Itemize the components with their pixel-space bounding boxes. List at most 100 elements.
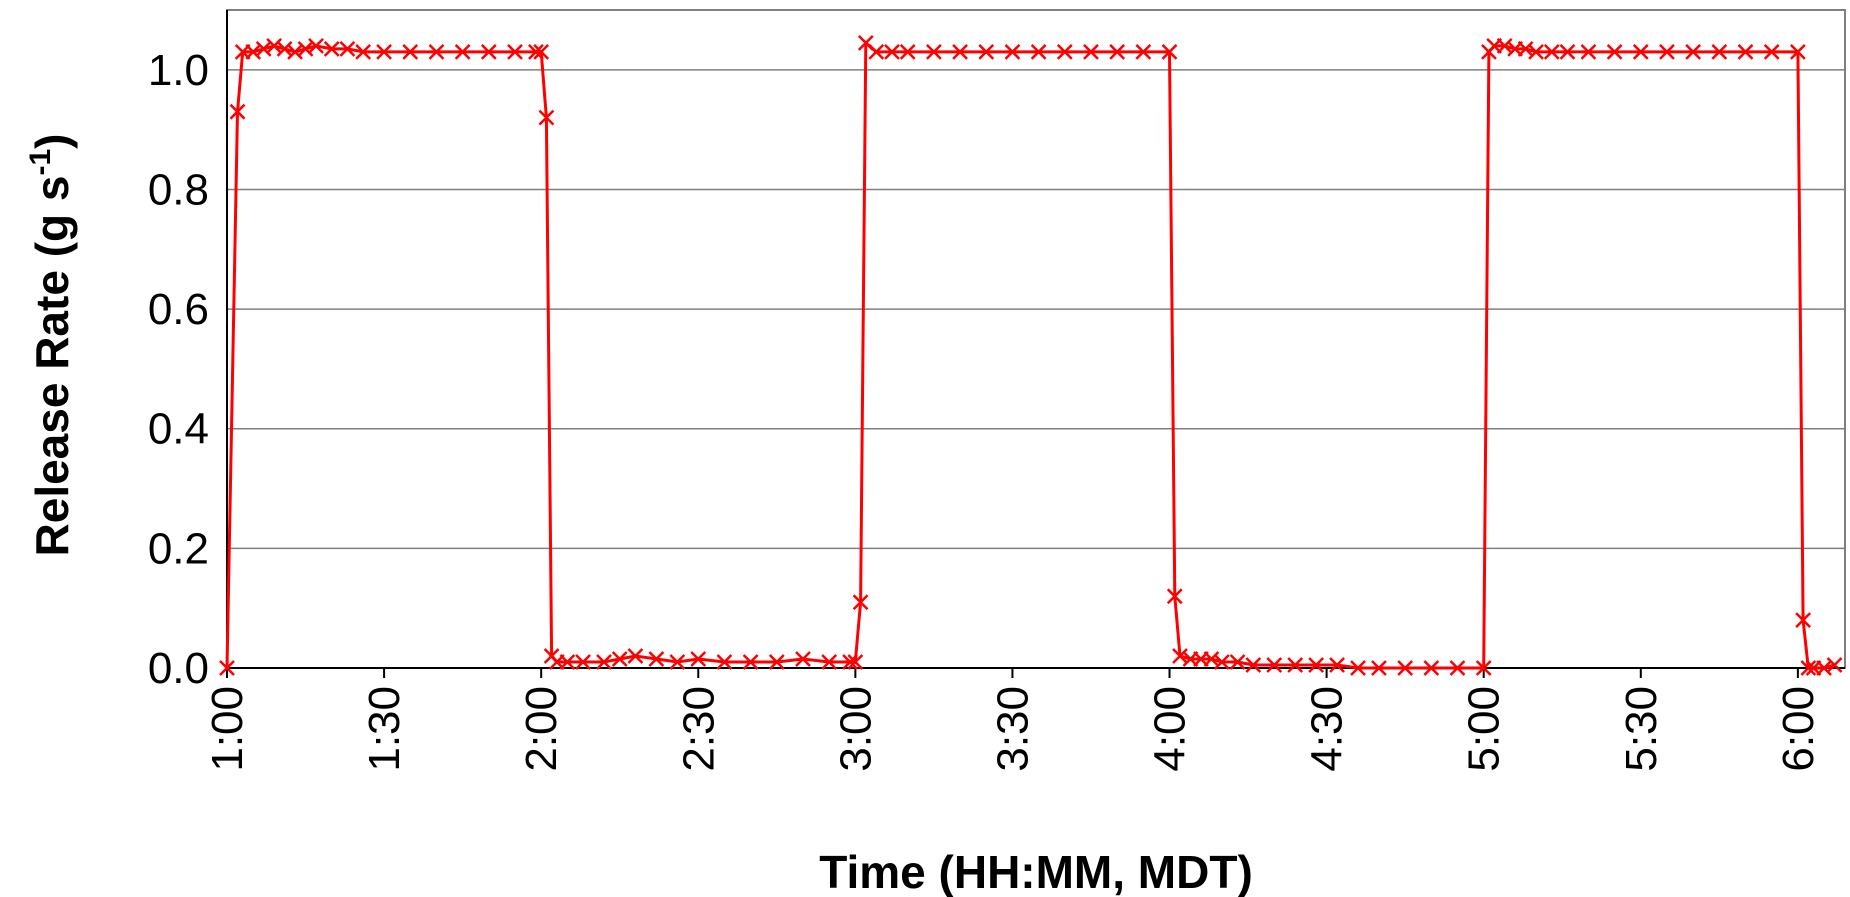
data-point-marker [1004,43,1021,60]
data-point-marker [1308,657,1325,673]
data-point-marker [1214,654,1230,670]
data-point-marker [1606,43,1623,60]
data-point-marker [1166,588,1183,605]
data-point-marker [884,43,900,60]
y-axis-title-main: Release Rate (g s [26,176,78,557]
data-point-marker [376,43,392,60]
data-point-marker [1423,660,1440,676]
data-point-marker [1559,43,1576,60]
data-point-marker [716,654,733,670]
data-point-marker [1795,612,1811,629]
data-point-marker [297,40,314,57]
series-release-rate [219,35,1843,676]
data-point-marker [1161,43,1178,60]
y-tick-label: 0.0 [148,644,209,693]
data-point-marker [507,43,523,60]
data-point-marker [339,40,356,57]
data-point-marker [1030,43,1047,60]
data-point-marker [1711,43,1728,60]
data-point-marker [255,40,272,57]
data-point-marker [611,651,628,667]
data-point-marker [528,43,544,60]
data-point-marker [1632,43,1649,60]
data-point-marker [821,654,838,670]
data-point-marker [978,43,995,60]
data-point-marker [1172,648,1188,664]
data-point-marker [1685,43,1702,60]
data-point-marker [229,103,246,120]
data-point-marker [575,654,591,670]
x-tick-label: 1:30 [360,686,409,772]
x-axis-title: Time (HH:MM, MDT) [819,846,1253,897]
data-point-marker [847,654,864,670]
data-point-marker [627,648,644,664]
y-tick-label: 0.4 [148,405,209,454]
data-point-marker [899,43,916,60]
y-tick-label: 0.2 [148,524,209,573]
x-tick-label: 5:00 [1460,686,1509,772]
x-tick-label: 2:00 [517,686,566,772]
data-point-marker [219,660,235,676]
data-point-marker [926,43,942,60]
data-point-marker [1245,657,1262,673]
x-tick-label: 4:00 [1146,686,1195,772]
data-point-marker [669,654,686,670]
y-tick-label: 0.6 [148,285,209,334]
data-point-marker [1203,651,1220,667]
data-point-marker [1329,657,1345,673]
data-point-marker [952,43,968,60]
x-tick-label: 4:30 [1303,686,1352,772]
x-tick-label: 2:30 [674,686,723,772]
data-point-marker [1287,657,1304,673]
x-tick-label: 5:30 [1617,686,1666,772]
data-point-marker [1528,43,1544,60]
x-tick-label: 3:30 [988,686,1037,772]
gridlines [227,69,1845,550]
data-point-marker [559,654,576,670]
data-point-marker [1350,660,1366,676]
data-point-marker [276,40,293,57]
data-point-marker [1517,40,1534,57]
data-point-marker [1229,654,1246,670]
series-line [225,39,1835,670]
data-point-marker [308,38,324,54]
data-point-marker [1737,43,1754,60]
data-point-marker [1816,660,1832,676]
data-point-marker [852,594,869,611]
axes [226,10,1845,678]
data-point-marker [1789,43,1806,60]
x-tick-labels: 1:00 1:30 2:00 2:30 3:00 3:30 4:00 4:30 5:00 5:30… [203,686,1823,772]
data-point-marker [266,38,283,54]
data-point-marker [287,43,303,60]
data-point-marker [480,43,497,60]
data-point-marker [795,651,811,667]
data-point-marker [1056,43,1073,60]
y-axis-title-close: ) [26,134,78,149]
data-point-marker [648,651,665,667]
y-tick-label: 0.8 [148,165,209,214]
x-tick-label: 3:00 [831,686,880,772]
data-point-marker [868,43,885,60]
data-point-marker [1763,43,1780,60]
data-point-marker [1800,660,1817,676]
data-point-marker [1826,657,1843,673]
data-point-marker [245,43,262,60]
data-point-marker [1496,38,1513,54]
data-point-marker [842,654,858,670]
y-axis-title-superscript: -1 [24,149,57,176]
y-tick-label: 1.0 [148,46,209,95]
x-tick-label: 6:00 [1774,686,1823,772]
data-point-marker [768,654,785,670]
data-point-marker [1083,43,1099,60]
data-point-marker [454,43,471,60]
x-tick-label: 1:00 [203,686,252,772]
data-point-marker [742,654,759,670]
data-point-marker [1449,660,1466,676]
data-point-marker [1266,657,1283,673]
data-point-marker [1580,43,1597,60]
data-point-marker [1109,43,1126,60]
data-point-marker [355,43,372,60]
y-tick-labels: 0.0 0.2 0.4 0.6 0.8 1.0 [148,46,209,693]
data-point-marker [1475,660,1492,676]
